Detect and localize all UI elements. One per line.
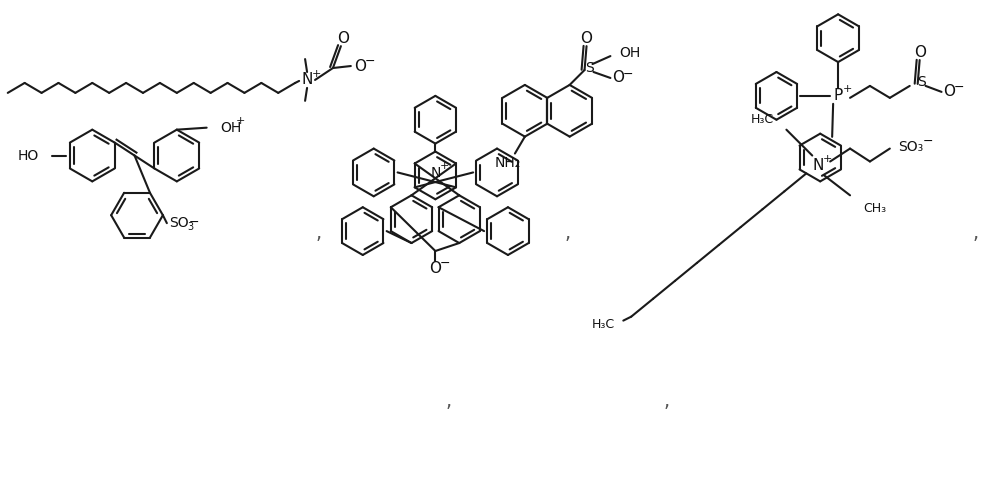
Text: −: − xyxy=(364,54,375,68)
Text: O: O xyxy=(612,70,624,86)
Text: −: − xyxy=(623,68,634,80)
Text: O: O xyxy=(337,30,349,46)
Text: SO: SO xyxy=(169,216,188,230)
Text: +: + xyxy=(842,84,852,94)
Text: O: O xyxy=(914,44,926,60)
Text: H₃C: H₃C xyxy=(592,318,615,331)
Text: O: O xyxy=(429,262,441,276)
Text: OH: OH xyxy=(221,120,242,134)
Text: N: N xyxy=(430,166,441,180)
Text: S: S xyxy=(585,61,594,75)
Text: ,: , xyxy=(445,392,451,410)
Text: N: N xyxy=(301,72,313,88)
Text: S: S xyxy=(917,75,926,89)
Text: O: O xyxy=(354,58,366,74)
Text: +: + xyxy=(236,116,245,126)
Text: O: O xyxy=(581,30,593,46)
Text: ,: , xyxy=(664,392,670,410)
Text: −: − xyxy=(954,82,965,94)
Text: +: + xyxy=(822,154,832,164)
Text: N: N xyxy=(813,158,824,173)
Text: −: − xyxy=(188,216,199,228)
Text: ,: , xyxy=(316,224,322,242)
Text: −: − xyxy=(922,135,933,148)
Text: SO₃: SO₃ xyxy=(898,140,923,153)
Text: P: P xyxy=(833,88,843,104)
Text: NH₂: NH₂ xyxy=(495,156,521,170)
Text: OH: OH xyxy=(619,46,641,60)
Text: HO: HO xyxy=(17,148,39,162)
Text: CH₃: CH₃ xyxy=(863,202,886,214)
Text: ,: , xyxy=(565,224,571,242)
Text: O: O xyxy=(943,84,955,100)
Text: +: + xyxy=(311,69,321,79)
Text: −: − xyxy=(440,256,451,270)
Text: +: + xyxy=(440,162,449,172)
Text: H₃C: H₃C xyxy=(750,113,773,126)
Text: ,: , xyxy=(972,224,978,242)
Text: 3: 3 xyxy=(188,222,194,232)
